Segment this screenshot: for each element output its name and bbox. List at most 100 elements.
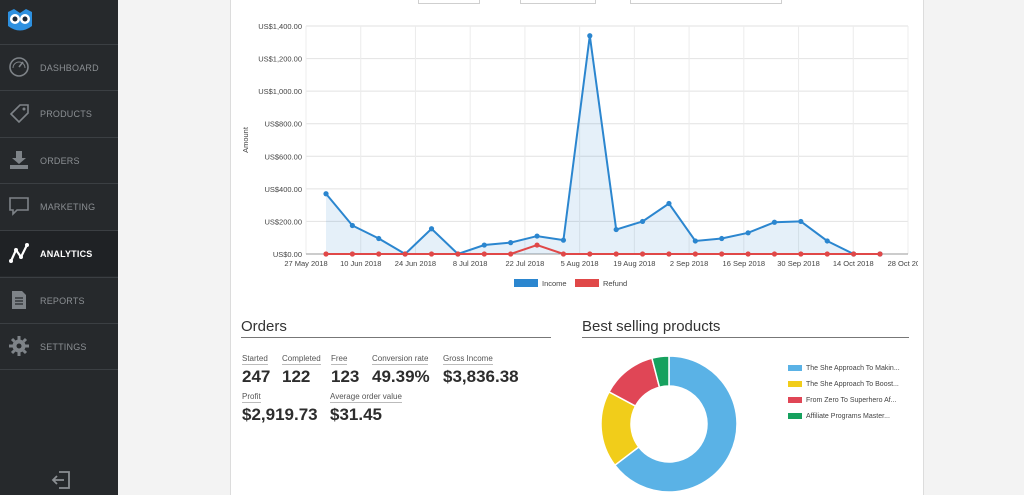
y-axis-label: Amount	[241, 126, 250, 153]
stat-conversion-rate: Conversion rate 49.39%	[372, 348, 430, 387]
data-point	[851, 251, 857, 257]
stat-label: Profit	[242, 392, 261, 403]
stat-value: $31.45	[330, 405, 382, 424]
data-point	[745, 251, 751, 257]
data-point	[534, 233, 540, 239]
data-point	[587, 251, 593, 257]
document-icon	[12, 291, 26, 309]
data-point	[639, 218, 646, 225]
sidebar-item-orders[interactable]: ORDERS	[0, 137, 118, 183]
data-point	[666, 200, 672, 207]
stat-average-order-value: Average order value $31.45	[330, 386, 402, 425]
stat-label: Conversion rate	[372, 354, 429, 365]
y-tick-label: US$600.00	[264, 152, 302, 161]
legend-swatch	[575, 279, 599, 287]
data-point	[481, 242, 487, 248]
analytics-icon	[9, 243, 29, 263]
data-point	[824, 238, 830, 244]
pie-legend-item: Affiliate Programs Master...	[788, 413, 890, 423]
stat-free: Free 123	[331, 348, 359, 387]
sidebar: DASHBOARD PRODUCTS ORDERS MARKETING ANAL…	[0, 0, 118, 495]
gauge-icon	[9, 57, 29, 77]
legend-swatch	[788, 381, 802, 388]
data-point	[771, 219, 778, 225]
sidebar-item-marketing[interactable]: MARKETING	[0, 183, 118, 229]
data-point	[323, 251, 329, 257]
legend-swatch	[788, 397, 802, 404]
data-point	[798, 251, 804, 257]
x-tick-label: 2 Sep 2018	[670, 259, 708, 268]
data-point	[666, 251, 672, 257]
logout-icon[interactable]	[51, 470, 71, 490]
owl-logo[interactable]	[5, 8, 35, 34]
x-tick-label: 10 Jun 2018	[340, 259, 381, 268]
orders-title: Orders	[241, 318, 287, 335]
stat-value: 247	[242, 367, 271, 386]
x-tick-label: 16 Sep 2018	[723, 259, 766, 268]
y-tick-label: US$1,400.00	[258, 22, 302, 31]
pie-legend-item: The She Approach To Makin...	[788, 365, 900, 375]
sidebar-item-dashboard[interactable]: DASHBOARD	[0, 44, 118, 90]
sidebar-item-products[interactable]: PRODUCTS	[0, 90, 118, 136]
filter-control[interactable]	[520, 0, 596, 4]
sidebar-item-analytics[interactable]: ANALYTICS	[0, 230, 118, 276]
data-point	[455, 251, 461, 257]
legend-label: Refund	[603, 279, 627, 288]
best-selling-divider	[582, 337, 909, 338]
pie-legend-item: From Zero To Superhero Af...	[788, 397, 897, 407]
best-selling-donut	[600, 355, 738, 493]
data-point	[323, 191, 329, 197]
series-line-income	[325, 35, 880, 256]
data-point	[376, 251, 382, 257]
best-selling-title: Best selling products	[582, 318, 721, 335]
data-point	[798, 218, 804, 225]
legend-label: The She Approach To Boost...	[806, 381, 899, 388]
income-refund-chart: US$0.00 US$200.00 US$400.00 US$600.00 US$800…	[241, 22, 918, 288]
x-tick-label: 8 Jul 2018	[453, 259, 488, 268]
legend-swatch	[514, 279, 538, 287]
y-tick-label: US$1,200.00	[258, 55, 302, 64]
x-tick-label: 28 Oct 2018	[888, 259, 918, 268]
data-point	[560, 237, 567, 243]
sidebar-item-label: REPORTS	[40, 296, 85, 306]
sidebar-item-settings[interactable]: SETTINGS	[0, 323, 118, 369]
filter-control[interactable]	[418, 0, 480, 4]
data-point	[428, 251, 435, 257]
pie-legend-item: The She Approach To Boost...	[788, 381, 899, 391]
x-tick-label: 24 Jun 2018	[395, 259, 436, 268]
x-tick-label: 14 Oct 2018	[833, 259, 874, 268]
legend-swatch	[788, 365, 802, 372]
stat-value: $2,919.73	[242, 405, 318, 424]
orders-divider	[241, 337, 551, 338]
pie-slice	[613, 355, 738, 493]
data-point	[587, 33, 593, 39]
stat-label: Completed	[282, 354, 321, 365]
sidebar-item-label: ORDERS	[40, 156, 80, 166]
filter-control[interactable]	[630, 0, 782, 4]
stat-label: Started	[242, 354, 268, 365]
sidebar-item-label: DASHBOARD	[40, 63, 99, 73]
download-icon	[10, 151, 28, 169]
data-point	[508, 240, 514, 246]
data-point	[771, 251, 778, 257]
data-point	[508, 251, 514, 257]
data-point	[481, 251, 487, 257]
sidebar-item-label: ANALYTICS	[40, 249, 93, 259]
x-tick-label: 30 Sep 2018	[777, 259, 820, 268]
data-point	[692, 238, 698, 244]
x-tick-label: 27 May 2018	[284, 259, 327, 268]
data-point	[349, 251, 355, 257]
sidebar-item-reports[interactable]: REPORTS	[0, 277, 118, 323]
data-point	[613, 226, 619, 233]
y-tick-label: US$400.00	[264, 185, 302, 194]
stat-label: Gross Income	[443, 354, 493, 365]
series-line-refund	[326, 243, 880, 255]
y-tick-label: US$0.00	[273, 250, 302, 259]
stat-value: 123	[331, 367, 360, 386]
data-point	[376, 235, 382, 242]
data-point	[613, 251, 619, 257]
stat-label: Free	[331, 354, 348, 365]
legend-label: Income	[542, 279, 567, 288]
data-point	[560, 251, 567, 257]
stat-value: $3,836.38	[443, 367, 519, 386]
